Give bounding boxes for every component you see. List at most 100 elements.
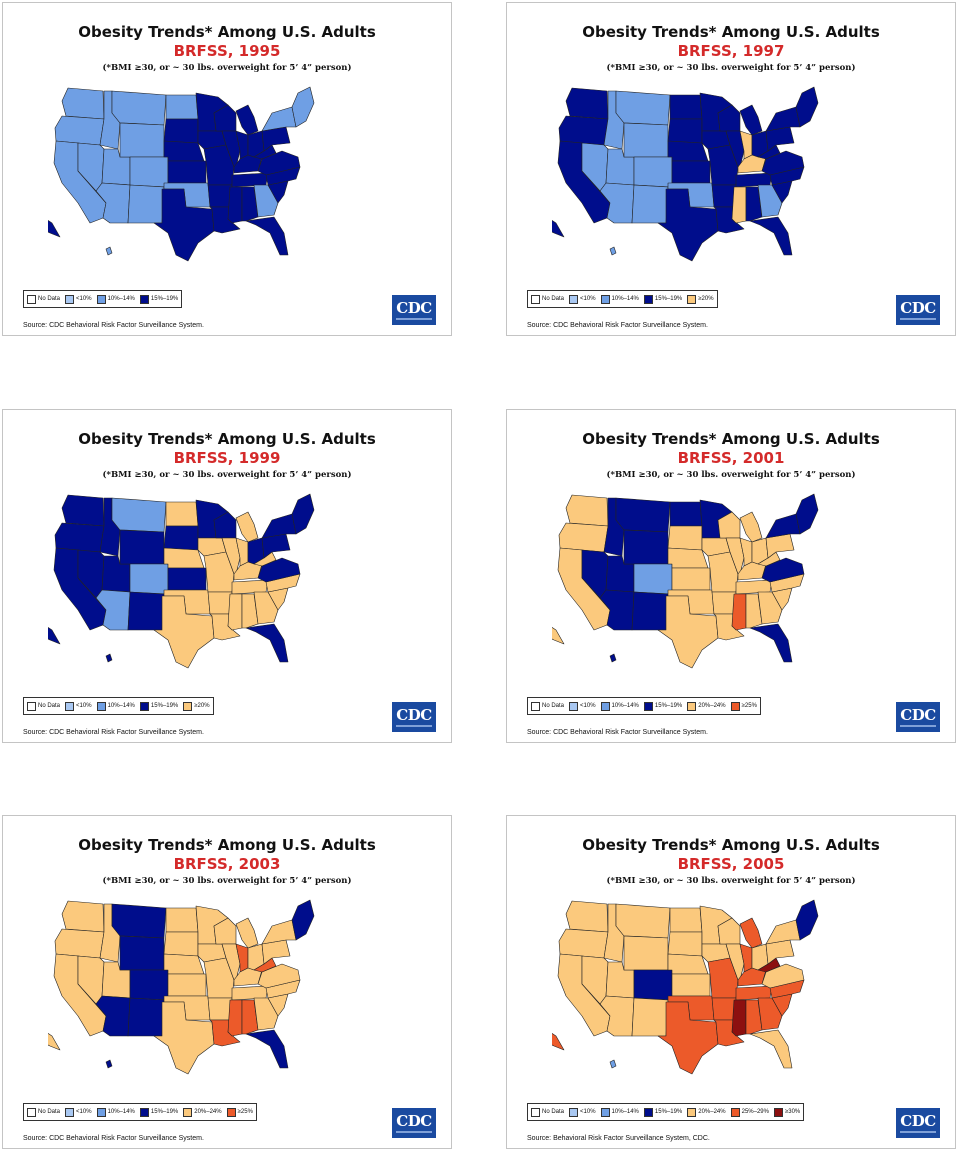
region-wy <box>623 122 669 158</box>
region-ak <box>48 1032 61 1051</box>
cdc-logo: CDC <box>896 702 940 732</box>
legend-label: 15%–19% <box>654 1109 683 1115</box>
region-al <box>241 999 259 1035</box>
region-ny <box>261 513 297 539</box>
legend-swatch <box>643 1107 653 1117</box>
region-ar <box>711 997 737 1021</box>
legend-label: 15%–19% <box>150 296 179 302</box>
legend-label: No Data <box>542 296 565 302</box>
region-va <box>761 150 805 176</box>
legend-label: 20%–24% <box>194 1109 222 1115</box>
map-legend: No Data <10% 10%–14% 15%–19% 20%–24% ≥25% <box>527 697 761 715</box>
legend-swatch <box>643 701 653 711</box>
legend-label: 10%–14% <box>611 1109 639 1115</box>
cdc-logo: CDC <box>896 1108 940 1138</box>
legend-swatch <box>773 1107 783 1117</box>
panel-note: (*BMI ≥30, or ~ 30 lbs. overweight for 5… <box>102 470 352 480</box>
source-note: Source: CDC Behavioral Risk Factor Surve… <box>23 729 204 736</box>
map-panel-5: Obesity Trends* Among U.S. Adults BRFSS,… <box>2 815 452 1149</box>
region-wa <box>61 900 105 933</box>
region-ne <box>163 140 205 162</box>
legend-item: 25%–29% <box>730 1107 769 1117</box>
legend-swatch <box>687 294 697 304</box>
region-sd <box>163 118 199 144</box>
map-legend: No Data <10% 10%–14% 15%–19% ≥20% <box>23 697 214 715</box>
region-new-england <box>291 86 315 128</box>
panel-note: (*BMI ≥30, or ~ 30 lbs. overweight for 5… <box>606 63 856 73</box>
region-wa <box>565 900 609 933</box>
legend-swatch <box>643 294 653 304</box>
legend-item: <10% <box>65 294 92 304</box>
region-mi <box>739 511 763 543</box>
legend-item: ≥25% <box>226 1107 253 1117</box>
region-co <box>633 969 673 1001</box>
region-mt <box>111 497 167 533</box>
us-choropleth-map <box>48 493 315 669</box>
legend-swatch <box>65 701 75 711</box>
region-or <box>558 928 609 959</box>
region-va <box>761 557 805 583</box>
legend-label: ≥25% <box>741 703 757 709</box>
legend-label: 15%–19% <box>654 296 683 302</box>
logo-underline <box>396 318 432 320</box>
state-regions <box>48 899 315 1075</box>
region-ga <box>253 997 279 1031</box>
legend-swatch <box>65 1107 75 1117</box>
region-hi <box>609 246 617 256</box>
legend-item: 15%–19% <box>643 701 682 711</box>
region-fl <box>749 216 793 256</box>
legend-label: No Data <box>38 1109 61 1115</box>
region-ga <box>757 997 783 1031</box>
legend-swatch <box>96 294 106 304</box>
region-wy <box>119 935 165 971</box>
source-note: Source: CDC Behavioral Risk Factor Surve… <box>527 729 708 736</box>
legend-label: ≥30% <box>784 1109 801 1115</box>
legend-swatch <box>27 294 36 304</box>
region-wv <box>253 957 277 973</box>
region-ms <box>227 593 243 631</box>
region-hi <box>105 1059 113 1069</box>
legend-label: ≥25% <box>237 1109 253 1115</box>
legend-swatch <box>687 701 697 711</box>
region-nm <box>631 591 669 631</box>
region-ga <box>757 591 783 625</box>
region-ar <box>207 184 233 208</box>
us-choropleth-map <box>48 899 315 1075</box>
region-wv <box>757 144 781 160</box>
cdc-logo: CDC <box>896 295 940 325</box>
region-wa <box>61 494 105 527</box>
panel-title: Obesity Trends* Among U.S. Adults <box>78 23 376 41</box>
region-ny <box>765 513 801 539</box>
region-wa <box>61 87 105 120</box>
legend-item: <10% <box>569 1107 596 1117</box>
us-choropleth-map <box>552 899 819 1075</box>
legend-swatch <box>730 701 740 711</box>
region-new-england <box>795 899 819 941</box>
legend-label: 10%–14% <box>107 1109 135 1115</box>
region-tx <box>657 188 719 262</box>
region-ak <box>48 219 61 238</box>
region-new-england <box>795 493 819 535</box>
panel-title: Obesity Trends* Among U.S. Adults <box>582 836 880 854</box>
region-nd <box>669 94 703 120</box>
legend-swatch <box>226 1107 236 1117</box>
legend-swatch <box>569 701 579 711</box>
region-co <box>633 563 673 595</box>
region-ms <box>731 999 747 1037</box>
map-panel-3: Obesity Trends* Among U.S. Adults BRFSS,… <box>2 409 452 743</box>
region-ks <box>167 160 207 184</box>
panel-subtitle: BRFSS, 2005 <box>677 855 785 873</box>
logo-underline <box>900 725 936 727</box>
region-ms <box>227 186 243 224</box>
legend-item: 20%–24% <box>687 1107 726 1117</box>
legend-item: <10% <box>569 294 596 304</box>
region-ne <box>667 140 709 162</box>
region-tx <box>657 595 719 669</box>
legend-label: 10%–14% <box>107 296 135 302</box>
region-ks <box>167 567 207 591</box>
map-panel-4: Obesity Trends* Among U.S. Adults BRFSS,… <box>506 409 956 743</box>
region-nd <box>165 94 199 120</box>
region-al <box>745 186 763 222</box>
region-mt <box>615 90 671 126</box>
region-wa <box>565 87 609 120</box>
